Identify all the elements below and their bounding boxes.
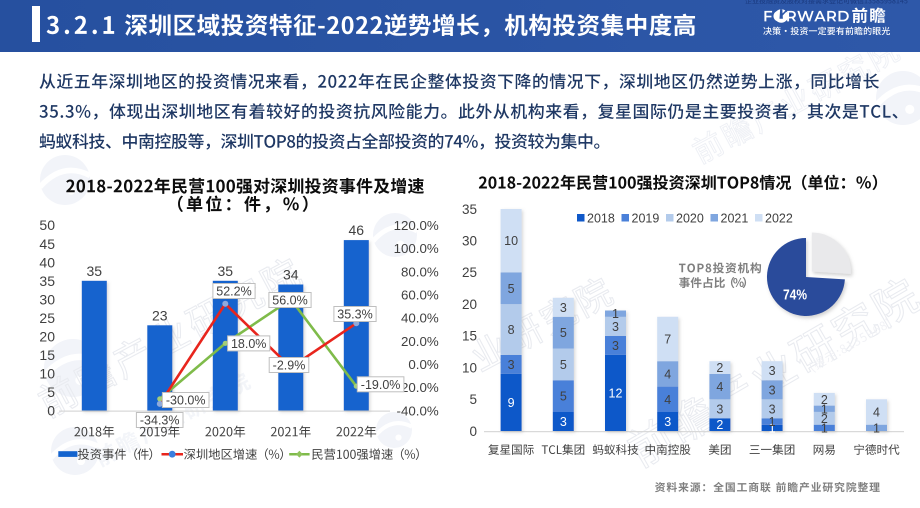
svg-text:4: 4: [716, 380, 723, 394]
svg-text:3: 3: [560, 301, 567, 315]
svg-text:15: 15: [462, 329, 477, 344]
svg-text:5: 5: [47, 384, 55, 400]
svg-text:2: 2: [716, 418, 723, 432]
svg-text:10: 10: [462, 360, 477, 375]
svg-text:34: 34: [283, 267, 299, 283]
svg-text:-34.3%: -34.3%: [140, 414, 180, 428]
svg-text:35.3%: 35.3%: [337, 308, 372, 322]
svg-text:5: 5: [560, 358, 567, 372]
svg-text:0.0%: 0.0%: [408, 357, 438, 372]
svg-text:4: 4: [664, 393, 671, 407]
svg-text:2020: 2020: [676, 211, 704, 225]
svg-text:12: 12: [609, 386, 623, 400]
svg-text:1: 1: [769, 415, 776, 429]
svg-text:15: 15: [39, 347, 55, 363]
svg-text:7: 7: [664, 333, 671, 347]
svg-text:3: 3: [769, 364, 776, 378]
svg-text:2: 2: [821, 412, 828, 426]
svg-text:3: 3: [716, 402, 723, 416]
svg-text:4: 4: [873, 406, 880, 420]
svg-text:35: 35: [87, 263, 103, 279]
svg-text:3: 3: [664, 415, 671, 429]
svg-text:3: 3: [769, 402, 776, 416]
svg-text:2: 2: [716, 361, 723, 375]
svg-text:20: 20: [39, 328, 55, 344]
svg-text:30: 30: [39, 291, 55, 307]
svg-text:56.0%: 56.0%: [272, 294, 307, 308]
svg-text:1: 1: [769, 421, 776, 435]
svg-text:2018: 2018: [587, 211, 615, 225]
svg-text:35: 35: [39, 273, 55, 289]
svg-text:25: 25: [39, 310, 55, 326]
svg-text:80.0%: 80.0%: [401, 264, 439, 279]
svg-text:1: 1: [821, 402, 828, 416]
svg-text:-20.0%: -20.0%: [397, 380, 439, 395]
svg-text:1: 1: [821, 421, 828, 435]
svg-text:40.0%: 40.0%: [401, 311, 439, 326]
svg-text:30: 30: [462, 234, 477, 249]
svg-text:50: 50: [39, 217, 55, 233]
svg-text:1: 1: [612, 307, 619, 321]
svg-text:1: 1: [873, 421, 880, 435]
svg-text:3: 3: [560, 415, 567, 429]
svg-text:2021: 2021: [721, 211, 749, 225]
svg-text:74%: 74%: [783, 287, 807, 303]
svg-text:0: 0: [47, 403, 55, 419]
svg-text:20: 20: [462, 297, 477, 312]
svg-text:40: 40: [39, 254, 55, 270]
svg-text:0: 0: [469, 424, 477, 439]
svg-text:5: 5: [560, 390, 567, 404]
svg-text:18.0%: 18.0%: [231, 337, 266, 351]
svg-text:2019: 2019: [632, 211, 660, 225]
svg-text:10: 10: [39, 365, 55, 381]
svg-text:35: 35: [218, 263, 234, 279]
svg-text:60.0%: 60.0%: [401, 288, 439, 303]
svg-text:10: 10: [504, 234, 518, 248]
svg-text:3: 3: [508, 358, 515, 372]
svg-text:3: 3: [769, 383, 776, 397]
svg-text:-40.0%: -40.0%: [397, 403, 439, 418]
svg-text:9: 9: [508, 396, 515, 410]
svg-text:120.0%: 120.0%: [394, 218, 439, 233]
svg-text:3: 3: [612, 339, 619, 353]
svg-text:100.0%: 100.0%: [394, 241, 439, 256]
svg-text:23: 23: [152, 307, 168, 323]
svg-text:46: 46: [349, 222, 365, 238]
svg-text:-2.9%: -2.9%: [273, 359, 306, 373]
svg-text:2022: 2022: [765, 211, 793, 225]
svg-text:45: 45: [39, 236, 55, 252]
svg-text:35: 35: [462, 202, 477, 217]
svg-text:2: 2: [821, 393, 828, 407]
svg-text:8: 8: [508, 323, 515, 337]
svg-text:3: 3: [612, 320, 619, 334]
svg-text:5: 5: [469, 392, 477, 407]
svg-text:4: 4: [664, 367, 671, 381]
svg-text:-30.0%: -30.0%: [166, 394, 206, 408]
svg-text:5: 5: [560, 326, 567, 340]
svg-text:20.0%: 20.0%: [401, 334, 439, 349]
svg-text:52.2%: 52.2%: [216, 285, 251, 299]
svg-text:-19.0%: -19.0%: [361, 378, 401, 392]
svg-text:5: 5: [508, 282, 515, 296]
svg-text:25: 25: [462, 265, 477, 280]
